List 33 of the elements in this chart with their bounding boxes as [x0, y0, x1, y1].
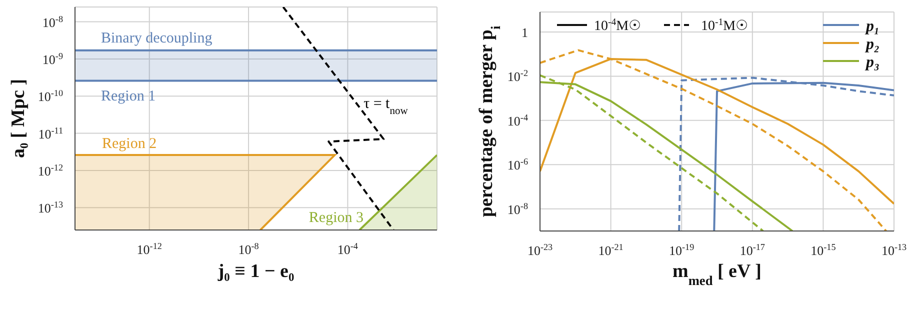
y-tick-label: 10$^{-8}$	[42, 14, 64, 30]
x-tick-label: 10$^{-17}$	[740, 242, 766, 258]
ref-line-label: Region 1	[101, 88, 156, 105]
x-tick-label: 10$^{-4}$	[337, 241, 358, 257]
legend-label: p₂	[864, 36, 880, 53]
y-tick-label: 10$^{-8}$	[507, 200, 528, 217]
x-tick-label: 10$^{-19}$	[669, 242, 695, 258]
series-label: Region 3	[308, 210, 364, 226]
x-tick-label: 10$^{-12}$	[136, 241, 162, 257]
x-tick-label: 10$^{-8}$	[238, 241, 260, 257]
y-axis-title: a₀ [ Mpc ]	[8, 78, 29, 158]
x-axis-title: j₀ ≡ 1 − e₀	[216, 261, 294, 282]
x-tick-label: 10$^{-15}$	[810, 242, 836, 258]
x-tick-label: 10$^{-21}$	[598, 242, 624, 258]
annotation: 10$^{-1}$M☉	[701, 16, 749, 34]
x-axis-title: m$_{med}$ [ eV ]	[672, 261, 762, 288]
y-tick-label: 10$^{-2}$	[507, 68, 528, 84]
annotation: 10$^{-4}$M☉	[594, 16, 642, 34]
y-tick-label: 10$^{-12}$	[38, 162, 64, 178]
y-tick-label: 10$^{-6}$	[507, 156, 528, 173]
y-tick-label: 10$^{-10}$	[38, 88, 64, 104]
series-label: Region 2	[102, 136, 157, 152]
x-tick-label: 10$^{-23}$	[527, 242, 554, 258]
y-tick-label: 10$^{-4}$	[507, 112, 528, 128]
y-tick-label: 10$^{-13}$	[38, 200, 64, 216]
y-tick-label: 10$^{-11}$	[38, 125, 63, 142]
y-tick-label: 1	[522, 24, 528, 40]
series-label: τ = t$_{now}$	[364, 96, 408, 117]
legend-label: p₃	[864, 54, 880, 71]
x-tick-label: 10$^{-13}$	[881, 242, 908, 258]
legend-label: p₁	[864, 18, 880, 35]
ref-line-label: Binary decoupling	[101, 30, 213, 46]
y-tick-label: 10$^{-9}$	[42, 50, 64, 67]
